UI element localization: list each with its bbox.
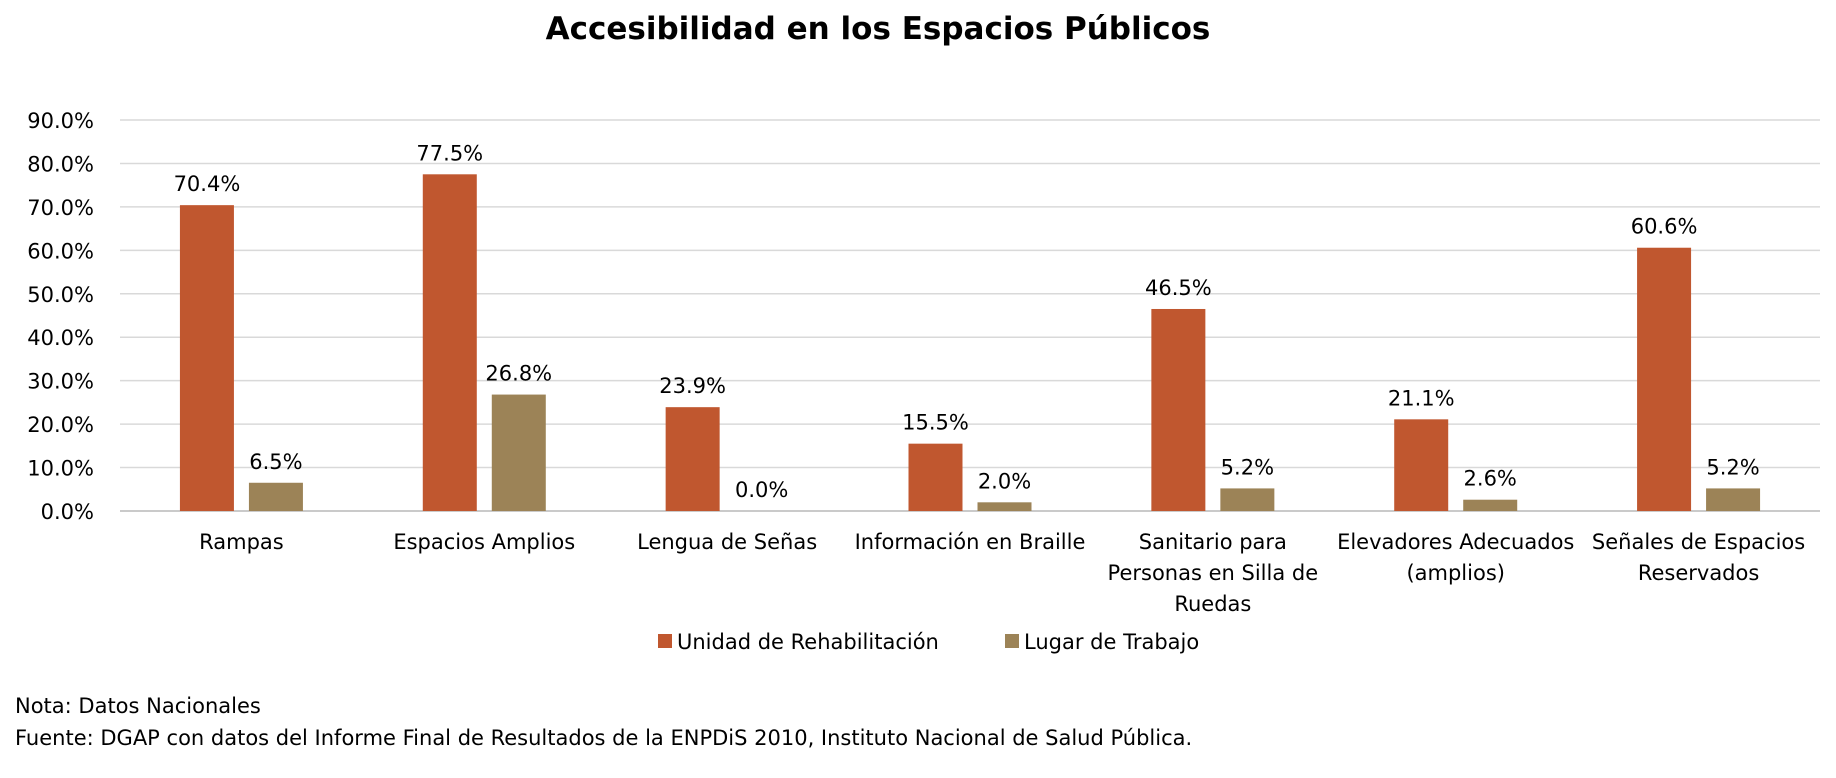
y-tick-label: 40.0% xyxy=(27,326,94,350)
y-tick-label: 10.0% xyxy=(27,457,94,481)
bar-unidad-de-rehabilitacion xyxy=(1637,247,1692,511)
data-label: 2.0% xyxy=(978,469,1031,493)
data-label: 15.5% xyxy=(902,411,969,435)
bars xyxy=(179,174,1761,512)
data-labels: 70.4% 6.5% 77.5% 26.8% 23.9% 0.0% 15.5% 2.0% 46.… xyxy=(174,141,1760,502)
data-label: 70.4% xyxy=(174,172,241,196)
legend-swatch xyxy=(1005,634,1019,648)
y-tick-label: 60.0% xyxy=(27,239,94,263)
bar-lugar-de-trabajo xyxy=(1706,488,1761,511)
bar-lugar-de-trabajo xyxy=(977,502,1032,511)
data-label: 60.6% xyxy=(1631,215,1698,239)
gridlines xyxy=(120,119,1820,512)
bar-lugar-de-trabajo xyxy=(491,394,546,511)
y-tick-label: 30.0% xyxy=(27,370,94,394)
bar-unidad-de-rehabilitacion xyxy=(1394,419,1449,511)
y-tick-label: 20.0% xyxy=(27,413,94,437)
bar-unidad-de-rehabilitacion xyxy=(908,443,963,511)
source-text: Fuente: DGAP con datos del Informe Final… xyxy=(15,726,1193,750)
data-label: 5.2% xyxy=(1706,455,1759,479)
data-label: 21.1% xyxy=(1388,386,1455,410)
bar-unidad-de-rehabilitacion xyxy=(1151,308,1206,511)
data-label: 2.6% xyxy=(1464,467,1517,491)
bar-lugar-de-trabajo xyxy=(1220,488,1275,511)
x-category-label: Señales de Espacios Reservados xyxy=(1592,530,1805,585)
data-label: 46.5% xyxy=(1145,276,1212,300)
data-label: 26.8% xyxy=(485,362,552,386)
legend-label: Lugar de Trabajo xyxy=(1024,630,1199,654)
data-label: 0.0% xyxy=(735,478,788,502)
chart-title: Accesibilidad en los Espacios Públicos xyxy=(546,11,1211,47)
note-text: Nota: Datos Nacionales xyxy=(15,694,261,718)
data-label: 23.9% xyxy=(659,374,726,398)
x-category-label: Sanitario para Personas en Silla de Ruedas xyxy=(1108,530,1319,616)
x-category-label: Lengua de Señas xyxy=(637,530,817,554)
x-category-label: Rampas xyxy=(199,530,284,554)
legend-label: Unidad de Rehabilitación xyxy=(677,630,939,654)
y-tick-label: 50.0% xyxy=(27,283,94,307)
bar-lugar-de-trabajo xyxy=(248,482,303,511)
data-label: 6.5% xyxy=(249,450,302,474)
x-axis-categories: Rampas Espacios Amplios Lengua de Señas Inf… xyxy=(199,530,1805,616)
bar-unidad-de-rehabilitacion xyxy=(179,205,234,511)
data-label: 77.5% xyxy=(416,141,483,165)
y-tick-label: 90.0% xyxy=(27,109,94,133)
y-tick-label: 80.0% xyxy=(27,152,94,176)
x-category-label: Espacios Amplios xyxy=(393,530,575,554)
bar-unidad-de-rehabilitacion xyxy=(422,174,477,512)
legend-swatch xyxy=(658,634,672,648)
bar-lugar-de-trabajo xyxy=(1463,499,1518,511)
x-category-label: Información en Braille xyxy=(855,530,1086,554)
y-tick-label: 0.0% xyxy=(41,500,94,524)
legend: Unidad de Rehabilitación Lugar de Trabajo xyxy=(658,630,1199,654)
bar-unidad-de-rehabilitacion xyxy=(665,407,720,511)
y-tick-label: 70.0% xyxy=(27,196,94,220)
data-label: 5.2% xyxy=(1221,455,1274,479)
x-category-label: Elevadores Adecuados (amplios) xyxy=(1337,530,1574,585)
y-axis-ticks: 0.0% 10.0% 20.0% 30.0% 40.0% 50.0% 60.0% 70.0% 8… xyxy=(27,109,94,524)
